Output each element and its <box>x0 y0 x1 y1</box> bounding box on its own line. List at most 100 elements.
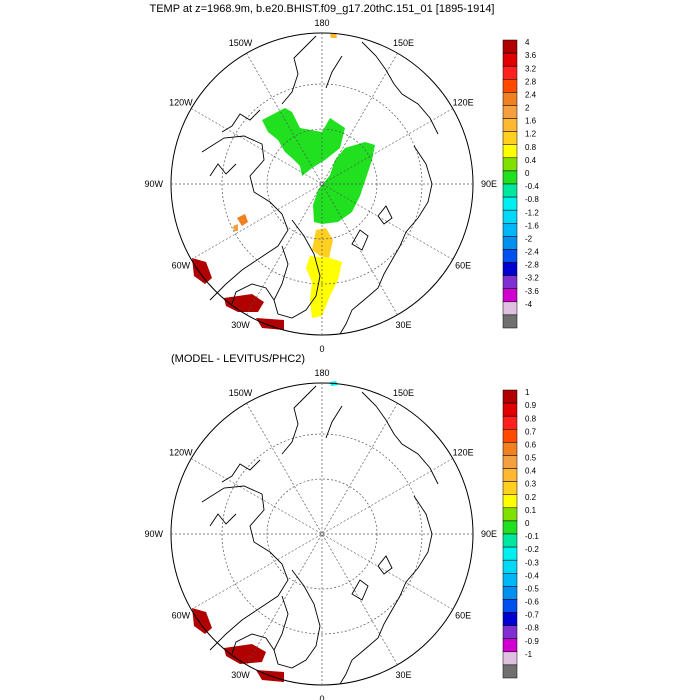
map1-region-labrador-sea <box>192 258 212 284</box>
map2-coastline-1 <box>201 485 289 651</box>
map2-coastline-8 <box>221 459 261 483</box>
map2-region-north-atlantic <box>224 644 266 664</box>
colorbar-1-tick-label: -0.4 <box>525 182 539 191</box>
map2-lon-label-150e: 150E <box>393 388 414 398</box>
colorbar-2-swatch <box>502 402 518 417</box>
map2-lon-label-120e: 120E <box>453 448 474 458</box>
map2-title: (MODEL - LEVITUS/PHC2) <box>171 353 305 365</box>
colorbar-2-swatch <box>502 481 518 495</box>
colorbar-1-swatch <box>502 249 518 263</box>
map2-coastline-6 <box>391 495 433 611</box>
colorbar-2-swatch <box>502 573 518 587</box>
colorbar-2-swatch <box>502 599 518 613</box>
map1-lon-label-90w: 90W <box>144 179 163 189</box>
colorbar-1-tick-label: 2.4 <box>525 90 537 99</box>
map1-coastline-1 <box>201 135 289 301</box>
colorbar-2: 1 0.9 0.8 0.7 0.6 0.5 0.4 0.3 0.2 0.1 0 -0.1 -0.2 -0.… <box>502 388 539 679</box>
map2-coastline-5 <box>361 391 439 485</box>
colorbar-2-swatch <box>502 546 518 561</box>
map2-lon-label-90e: 90E <box>481 529 497 539</box>
colorbar-2-tick-label: -0.2 <box>525 545 539 554</box>
map1-lon-label-150w: 150W <box>229 38 253 48</box>
map2-lon-label-30w: 30W <box>231 670 250 680</box>
colorbar-2-swatch <box>502 494 518 509</box>
map1-title: TEMP at z=1968.9m, b.e20.BHIST.f09_g17.2… <box>149 3 494 15</box>
colorbar-2-tick-label: 0 <box>525 519 530 528</box>
colorbar-2-tick-label: 0.1 <box>525 506 537 515</box>
map1-coastline-9 <box>209 163 237 177</box>
map2-lon-label-60w: 60W <box>172 611 191 621</box>
colorbar-2-tick-label: -0.5 <box>525 584 539 593</box>
colorbar-2-swatch <box>502 651 518 666</box>
colorbar-1-tick-label: 4 <box>525 38 530 47</box>
map1-lon-label-150e: 150E <box>393 38 414 48</box>
map2-coastline-10 <box>351 579 369 601</box>
colorbar-2-tick-label: -0.7 <box>525 611 539 620</box>
colorbar-1-swatch <box>502 223 518 237</box>
map1-coastline-12 <box>325 55 343 89</box>
map2-coastline-11 <box>377 555 393 575</box>
colorbar-1-swatch <box>502 157 518 172</box>
colorbar-2-swatch <box>502 638 518 653</box>
map1-coastline-2 <box>273 219 321 319</box>
colorbar-2-tick-label: -0.3 <box>525 558 539 567</box>
colorbar-2-tick-label: -0.6 <box>525 598 539 607</box>
map1-lon-label-60e: 60E <box>455 261 471 271</box>
colorbar-1-swatch <box>502 144 518 159</box>
map1-coastline-8 <box>221 109 261 133</box>
map1-coastline-11 <box>377 205 393 225</box>
colorbar-2-swatch <box>502 507 518 522</box>
map1-lon-label-120w: 120W <box>169 98 193 108</box>
colorbar-1-tick-label: -0.8 <box>525 195 539 204</box>
colorbar-2-swatch <box>502 559 518 574</box>
colorbar-1-tick-label: -3.2 <box>525 274 539 283</box>
map2-coastline-4 <box>281 385 317 455</box>
colorbar-2-tick-label: -0.4 <box>525 571 539 580</box>
map1-region-baffin-bay <box>237 214 248 226</box>
colorbar-2-tick-label: -0.1 <box>525 532 539 541</box>
colorbar-1-swatch <box>502 209 518 224</box>
colorbar-1-swatch <box>502 183 518 198</box>
colorbar-1-tick-label: 0.4 <box>525 156 537 165</box>
colorbar-1-tick-label: 2 <box>525 104 530 113</box>
colorbar-2-swatch <box>502 415 518 430</box>
colorbar-2-tick-label: 0.6 <box>525 440 537 449</box>
map2-lon-label-90w: 90W <box>144 529 163 539</box>
colorbar-2-tick-label: 0.5 <box>525 454 537 463</box>
map2-coastline-7 <box>339 609 393 685</box>
map1-coastline-10 <box>351 229 369 251</box>
colorbar-2-tick-label: 0.7 <box>525 427 537 436</box>
colorbar-1-tick-label: -4 <box>525 300 533 309</box>
colorbar-2-swatch <box>502 586 518 600</box>
map2-coastline-2 <box>273 569 321 669</box>
map1-region-fram-strait <box>312 228 333 258</box>
map1-region-baffin-bay-2 <box>233 224 238 231</box>
map2-lon-label-30e: 30E <box>395 670 411 680</box>
map2-lon-label-180: 180 <box>314 368 329 378</box>
map1-coastline-4 <box>281 35 317 105</box>
map2-region-labrador-sea <box>192 608 212 634</box>
colorbar-1-swatch <box>502 301 518 316</box>
map2-coastline-12 <box>325 405 343 439</box>
colorbar-2-swatch <box>502 455 518 469</box>
map1-region-bering <box>330 33 337 38</box>
map1-lon-label-30e: 30E <box>395 320 411 330</box>
colorbar-1-swatch <box>502 131 518 145</box>
colorbar-1-tick-label: 2.8 <box>525 77 537 86</box>
colorbar-1-tick-label: 3.6 <box>525 51 537 60</box>
colorbar-1-tick-label: 1.6 <box>525 117 537 126</box>
map1-coastline-5 <box>361 41 439 135</box>
map1-region-greenland-sea <box>306 256 342 318</box>
colorbar-2-tick-label: 0.4 <box>525 467 537 476</box>
colorbar-2-tick-label: 1 <box>525 388 530 397</box>
polar-map-2: 180 150E 120E 90E 60E 30E 0 30W 60W 90W 120W 150W <box>144 368 497 700</box>
map2-coastline-9 <box>209 513 237 527</box>
map1-lon-label-180: 180 <box>314 18 329 28</box>
colorbar-1: 4 3.6 3.2 2.8 2.4 2 1.6 1.2 0.8 0.4 0 -0.4 -0.8 -1.2 -… <box>502 38 539 329</box>
colorbar-1-tick-label: -2.4 <box>525 248 539 257</box>
colorbar-1-swatch <box>502 196 518 211</box>
map1-lon-label-0: 0 <box>319 344 324 354</box>
colorbar-2-tick-label: 0.9 <box>525 401 537 410</box>
colorbar-2-swatch <box>502 468 518 482</box>
map1-region-north-atlantic-2 <box>256 318 284 330</box>
